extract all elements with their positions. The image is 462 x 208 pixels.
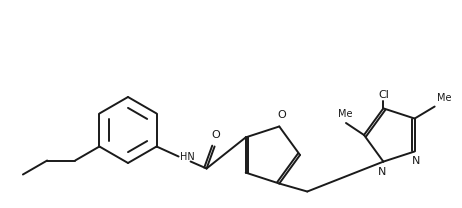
Text: O: O [277,110,286,120]
Text: Me: Me [338,109,352,119]
Text: HN: HN [180,151,195,161]
Text: Me: Me [437,93,451,103]
Text: Cl: Cl [378,90,389,100]
Text: N: N [378,167,387,177]
Text: O: O [211,130,220,140]
Text: N: N [412,156,420,166]
